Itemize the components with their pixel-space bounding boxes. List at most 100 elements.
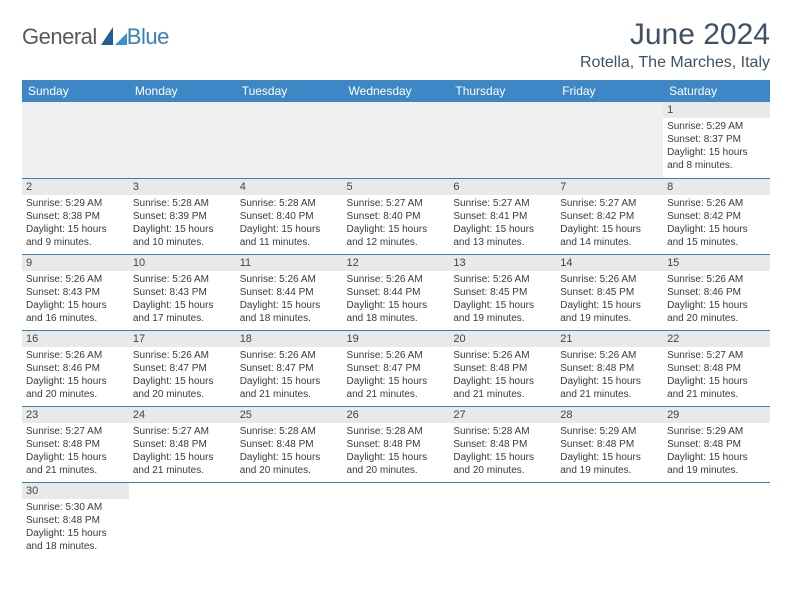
day-details: Sunrise: 5:29 AMSunset: 8:38 PMDaylight:… bbox=[26, 197, 125, 249]
calendar-day-cell: 11 Sunrise: 5:26 AMSunset: 8:44 PMDayligh… bbox=[236, 254, 343, 330]
day-details: Sunrise: 5:26 AMSunset: 8:44 PMDaylight:… bbox=[240, 273, 339, 325]
day-details: Sunrise: 5:28 AMSunset: 8:48 PMDaylight:… bbox=[453, 425, 552, 477]
calendar-day-cell: 29 Sunrise: 5:29 AMSunset: 8:48 PMDayligh… bbox=[663, 406, 770, 482]
day-number: 25 bbox=[236, 407, 343, 423]
calendar-day-cell: 7 Sunrise: 5:27 AMSunset: 8:42 PMDaylight… bbox=[556, 178, 663, 254]
calendar-day-cell: 10 Sunrise: 5:26 AMSunset: 8:43 PMDayligh… bbox=[129, 254, 236, 330]
day-details: Sunrise: 5:28 AMSunset: 8:40 PMDaylight:… bbox=[240, 197, 339, 249]
day-details: Sunrise: 5:26 AMSunset: 8:42 PMDaylight:… bbox=[667, 197, 766, 249]
day-details: Sunrise: 5:26 AMSunset: 8:43 PMDaylight:… bbox=[133, 273, 232, 325]
day-number: 1 bbox=[663, 102, 770, 118]
day-details: Sunrise: 5:28 AMSunset: 8:48 PMDaylight:… bbox=[347, 425, 446, 477]
day-number: 4 bbox=[236, 179, 343, 195]
day-number: 14 bbox=[556, 255, 663, 271]
calendar-day-cell: 12 Sunrise: 5:26 AMSunset: 8:44 PMDayligh… bbox=[343, 254, 450, 330]
calendar-day-cell: 8 Sunrise: 5:26 AMSunset: 8:42 PMDaylight… bbox=[663, 178, 770, 254]
calendar-day-cell bbox=[343, 482, 450, 558]
day-details: Sunrise: 5:27 AMSunset: 8:48 PMDaylight:… bbox=[26, 425, 125, 477]
day-number: 8 bbox=[663, 179, 770, 195]
day-details: Sunrise: 5:29 AMSunset: 8:37 PMDaylight:… bbox=[667, 120, 766, 172]
day-number: 29 bbox=[663, 407, 770, 423]
calendar-day-cell: 18 Sunrise: 5:26 AMSunset: 8:47 PMDayligh… bbox=[236, 330, 343, 406]
calendar-day-cell: 21 Sunrise: 5:26 AMSunset: 8:48 PMDayligh… bbox=[556, 330, 663, 406]
weekday-header: Tuesday bbox=[236, 80, 343, 102]
calendar-day-cell bbox=[236, 482, 343, 558]
calendar-week-row: 16Sunrise: 5:26 AMSunset: 8:46 PMDayligh… bbox=[22, 330, 770, 406]
calendar-day-cell bbox=[236, 102, 343, 178]
calendar-week-row: 30Sunrise: 5:30 AMSunset: 8:48 PMDayligh… bbox=[22, 482, 770, 558]
logo-sail-icon bbox=[101, 27, 127, 47]
calendar-day-cell: 16Sunrise: 5:26 AMSunset: 8:46 PMDayligh… bbox=[22, 330, 129, 406]
day-details: Sunrise: 5:26 AMSunset: 8:44 PMDaylight:… bbox=[347, 273, 446, 325]
day-details: Sunrise: 5:26 AMSunset: 8:47 PMDaylight:… bbox=[133, 349, 232, 401]
day-number: 15 bbox=[663, 255, 770, 271]
day-number: 30 bbox=[22, 483, 129, 499]
calendar-day-cell: 27Sunrise: 5:28 AMSunset: 8:48 PMDayligh… bbox=[449, 406, 556, 482]
calendar-day-cell: 20Sunrise: 5:26 AMSunset: 8:48 PMDayligh… bbox=[449, 330, 556, 406]
calendar-day-cell: 30Sunrise: 5:30 AMSunset: 8:48 PMDayligh… bbox=[22, 482, 129, 558]
day-details: Sunrise: 5:27 AMSunset: 8:48 PMDaylight:… bbox=[133, 425, 232, 477]
day-number: 17 bbox=[129, 331, 236, 347]
calendar-week-row: 9Sunrise: 5:26 AMSunset: 8:43 PMDaylight… bbox=[22, 254, 770, 330]
day-number: 23 bbox=[22, 407, 129, 423]
calendar-week-row: 2Sunrise: 5:29 AMSunset: 8:38 PMDaylight… bbox=[22, 178, 770, 254]
month-title: June 2024 bbox=[580, 18, 770, 52]
calendar-day-cell bbox=[129, 482, 236, 558]
calendar-day-cell: 3 Sunrise: 5:28 AMSunset: 8:39 PMDaylight… bbox=[129, 178, 236, 254]
calendar-day-cell bbox=[449, 102, 556, 178]
day-details: Sunrise: 5:26 AMSunset: 8:43 PMDaylight:… bbox=[26, 273, 125, 325]
day-number: 19 bbox=[343, 331, 450, 347]
day-number: 28 bbox=[556, 407, 663, 423]
calendar-day-cell: 2Sunrise: 5:29 AMSunset: 8:38 PMDaylight… bbox=[22, 178, 129, 254]
calendar-day-cell bbox=[556, 482, 663, 558]
calendar-day-cell: 1 Sunrise: 5:29 AMSunset: 8:37 PMDaylight… bbox=[663, 102, 770, 178]
day-number: 22 bbox=[663, 331, 770, 347]
calendar-day-cell: 13Sunrise: 5:26 AMSunset: 8:45 PMDayligh… bbox=[449, 254, 556, 330]
weekday-header: Saturday bbox=[663, 80, 770, 102]
calendar-day-cell bbox=[449, 482, 556, 558]
calendar-day-cell: 23 Sunrise: 5:27 AMSunset: 8:48 PMDayligh… bbox=[22, 406, 129, 482]
day-number: 3 bbox=[129, 179, 236, 195]
logo-text-general: General bbox=[22, 24, 97, 50]
day-number: 7 bbox=[556, 179, 663, 195]
day-details: Sunrise: 5:29 AMSunset: 8:48 PMDaylight:… bbox=[667, 425, 766, 477]
day-number: 21 bbox=[556, 331, 663, 347]
day-details: Sunrise: 5:28 AMSunset: 8:39 PMDaylight:… bbox=[133, 197, 232, 249]
title-block: June 2024 Rotella, The Marches, Italy bbox=[580, 18, 770, 72]
calendar-day-cell: 5Sunrise: 5:27 AMSunset: 8:40 PMDaylight… bbox=[343, 178, 450, 254]
calendar-day-cell: 9Sunrise: 5:26 AMSunset: 8:43 PMDaylight… bbox=[22, 254, 129, 330]
logo: General Blue bbox=[22, 24, 169, 50]
calendar-day-cell: 26 Sunrise: 5:28 AMSunset: 8:48 PMDayligh… bbox=[343, 406, 450, 482]
calendar-day-cell: 17 Sunrise: 5:26 AMSunset: 8:47 PMDayligh… bbox=[129, 330, 236, 406]
day-number: 26 bbox=[343, 407, 450, 423]
calendar-day-cell bbox=[663, 482, 770, 558]
weekday-header: Sunday bbox=[22, 80, 129, 102]
calendar-day-cell: 4 Sunrise: 5:28 AMSunset: 8:40 PMDaylight… bbox=[236, 178, 343, 254]
day-number: 10 bbox=[129, 255, 236, 271]
day-details: Sunrise: 5:27 AMSunset: 8:42 PMDaylight:… bbox=[560, 197, 659, 249]
day-details: Sunrise: 5:26 AMSunset: 8:47 PMDaylight:… bbox=[240, 349, 339, 401]
calendar-day-cell bbox=[556, 102, 663, 178]
logo-text-blue: Blue bbox=[127, 24, 169, 50]
day-number: 20 bbox=[449, 331, 556, 347]
day-number: 6 bbox=[449, 179, 556, 195]
day-number: 12 bbox=[343, 255, 450, 271]
day-details: Sunrise: 5:26 AMSunset: 8:47 PMDaylight:… bbox=[347, 349, 446, 401]
day-number: 11 bbox=[236, 255, 343, 271]
calendar-day-cell: 19 Sunrise: 5:26 AMSunset: 8:47 PMDayligh… bbox=[343, 330, 450, 406]
day-details: Sunrise: 5:27 AMSunset: 8:41 PMDaylight:… bbox=[453, 197, 552, 249]
location-subtitle: Rotella, The Marches, Italy bbox=[580, 54, 770, 72]
calendar-day-cell: 24Sunrise: 5:27 AMSunset: 8:48 PMDayligh… bbox=[129, 406, 236, 482]
calendar-day-cell: 15 Sunrise: 5:26 AMSunset: 8:46 PMDayligh… bbox=[663, 254, 770, 330]
day-details: Sunrise: 5:26 AMSunset: 8:46 PMDaylight:… bbox=[667, 273, 766, 325]
calendar-table: SundayMondayTuesdayWednesdayThursdayFrid… bbox=[22, 80, 770, 558]
day-details: Sunrise: 5:29 AMSunset: 8:48 PMDaylight:… bbox=[560, 425, 659, 477]
day-number: 13 bbox=[449, 255, 556, 271]
weekday-header: Wednesday bbox=[343, 80, 450, 102]
day-details: Sunrise: 5:27 AMSunset: 8:40 PMDaylight:… bbox=[347, 197, 446, 249]
day-details: Sunrise: 5:26 AMSunset: 8:48 PMDaylight:… bbox=[560, 349, 659, 401]
day-details: Sunrise: 5:27 AMSunset: 8:48 PMDaylight:… bbox=[667, 349, 766, 401]
day-number: 18 bbox=[236, 331, 343, 347]
header: General Blue June 2024 Rotella, The Marc… bbox=[22, 18, 770, 72]
weekday-header: Thursday bbox=[449, 80, 556, 102]
